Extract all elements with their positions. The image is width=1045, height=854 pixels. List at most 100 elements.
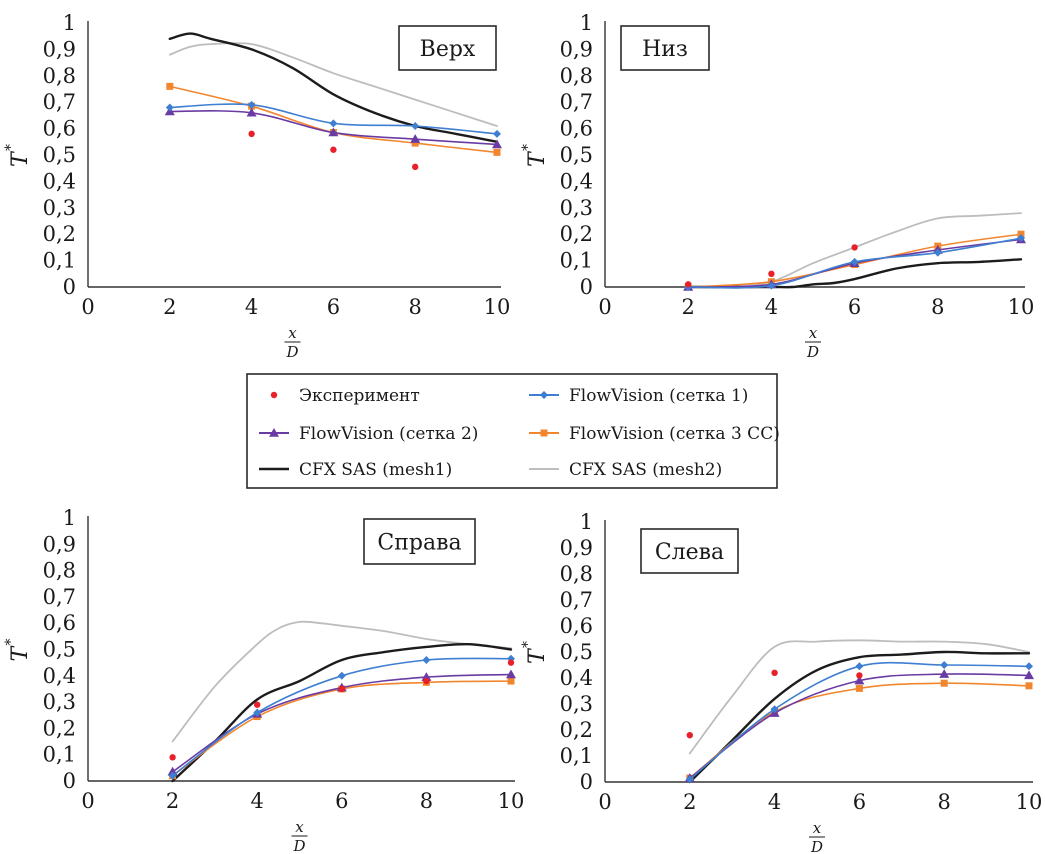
y-tick-label: 0,1	[560, 249, 593, 273]
y-tick-label: 0	[580, 275, 593, 299]
data-point-fv1	[850, 257, 859, 266]
data-point-fv1	[1017, 234, 1025, 243]
data-point-experiment	[685, 281, 692, 288]
data-point-experiment	[248, 130, 255, 138]
data-point-fv3	[507, 677, 515, 685]
data-point-fv2	[506, 669, 516, 679]
panel-title: Слева	[655, 540, 724, 565]
y-tick-label: 0,6	[43, 117, 76, 141]
x-tick-label: 10	[1008, 295, 1035, 319]
data-point-fv2	[410, 134, 421, 143]
x-tick-label: 2	[683, 790, 696, 814]
data-point-experiment	[338, 685, 345, 693]
y-tick-label: 1	[63, 506, 76, 530]
data-point-fv1	[165, 103, 174, 112]
x-tick-label: 4	[768, 790, 781, 814]
data-point-experiment	[330, 146, 337, 153]
legend-item-cfx2: CFX SAS (mesh2)	[529, 460, 722, 480]
panel-title-box	[398, 25, 497, 71]
chart-right: 00,10,20,30,40,50,60,70,80,910 2 4 6 8 10T*xD…	[3, 506, 524, 854]
y-tick-label: 0,9	[43, 37, 76, 61]
y-tick-label: 0,1	[43, 249, 76, 273]
legend-label: CFX SAS (mesh1)	[299, 460, 452, 480]
legend-label: FlowVision (сетка 1)	[569, 386, 748, 406]
data-point-fv1	[1025, 662, 1033, 671]
data-point-fv1	[767, 281, 776, 290]
data-point-fv2	[421, 672, 432, 681]
y-tick-label: 1	[580, 510, 593, 534]
x-tick-label: 2	[682, 295, 695, 319]
y-axis-label-sup: *	[520, 641, 536, 648]
x-tick-label: 8	[409, 295, 422, 319]
y-tick-label: 0	[63, 769, 76, 793]
data-point-experiment	[169, 754, 176, 761]
chart-top: 00,10,20,30,40,50,60,70,80,910 2 4 6 8 10T*xD…	[3, 11, 510, 361]
data-point-fv1	[933, 248, 942, 257]
data-point-fv2	[246, 107, 257, 117]
data-point-fv1	[168, 771, 177, 780]
y-tick-label: 1	[63, 11, 76, 35]
x-tick-label: 8	[420, 789, 433, 813]
data-point-fv1	[411, 121, 420, 130]
data-point-fv2	[854, 675, 865, 685]
y-axis-label-sup: *	[520, 144, 536, 151]
legend-item-fv3: FlowVision (сетка 3 CC)	[529, 424, 780, 444]
data-point-fv1	[493, 129, 501, 138]
data-point-experiment	[686, 732, 693, 739]
chart-left: 00,10,20,30,40,50,60,70,80,910 2 4 6 8 10T*xD…	[520, 510, 1042, 854]
x-tick-label: 4	[245, 295, 258, 319]
data-point-fv2	[939, 669, 950, 678]
panel-title-box	[640, 528, 739, 574]
series-line-cfx1	[168, 32, 499, 143]
data-point-fv3	[166, 82, 174, 90]
y-tick-label: 0,3	[43, 690, 76, 714]
x-axis-label-numerator: x	[295, 818, 304, 836]
x-tick-label: 10	[498, 789, 525, 813]
series-line-cfx1	[688, 650, 1031, 784]
data-point-experiment	[768, 270, 775, 277]
y-tick-label: 0,3	[560, 692, 593, 716]
data-point-fv2	[492, 139, 502, 149]
legend-item-fv2: FlowVision (сетка 2)	[259, 424, 478, 444]
y-tick-label: 0,2	[560, 222, 593, 246]
x-tick-label: 2	[163, 295, 176, 319]
data-point-experiment	[771, 669, 778, 676]
y-axis-label: T	[525, 150, 550, 167]
y-tick-label: 0	[63, 275, 76, 299]
x-tick-label: 10	[1016, 790, 1043, 814]
x-axis-label-numerator: x	[813, 819, 822, 837]
panel-title: Справа	[377, 531, 461, 556]
y-tick-label: 0,4	[560, 169, 593, 193]
y-tick-label: 0,6	[560, 117, 593, 141]
data-point-fv1	[337, 671, 346, 680]
y-tick-label: 0,8	[43, 559, 76, 583]
data-point-fv1	[685, 775, 694, 784]
y-tick-label: 0,4	[43, 664, 76, 688]
y-tick-label: 0,5	[560, 143, 593, 167]
y-axis-label-sup: *	[3, 144, 19, 151]
series-line-cfx2	[688, 639, 1030, 755]
y-axis-label: T	[8, 150, 33, 167]
data-point-experiment	[254, 701, 261, 708]
x-tick-label: 8	[931, 295, 944, 319]
x-tick-label: 0	[81, 789, 94, 813]
data-point-fv3	[411, 139, 419, 147]
legend-box	[246, 373, 778, 489]
x-tick-label: 6	[848, 295, 861, 319]
x-tick-label: 0	[598, 790, 611, 814]
data-point-fv1	[770, 705, 779, 714]
y-tick-label: 0,1	[560, 744, 593, 768]
y-tick-label: 0,4	[560, 666, 593, 690]
legend-label: CFX SAS (mesh2)	[569, 460, 722, 480]
x-tick-label: 10	[484, 295, 511, 319]
legend-swatch-marker	[270, 391, 278, 399]
panel-title: Низ	[642, 37, 688, 62]
legend-swatch-marker	[269, 428, 279, 437]
chart-bottom: 00,10,20,30,40,50,60,70,80,910 2 4 6 8 10T*xD…	[520, 11, 1034, 361]
data-point-fv2	[1024, 670, 1034, 680]
x-axis-label-denominator: D	[292, 837, 305, 854]
y-tick-label: 0,9	[560, 37, 593, 61]
y-tick-label: 0,2	[560, 718, 593, 742]
legend: Эксперимент FlowVision (сетка 1) FlowVisio…	[246, 373, 780, 489]
data-point-fv1	[940, 661, 949, 669]
